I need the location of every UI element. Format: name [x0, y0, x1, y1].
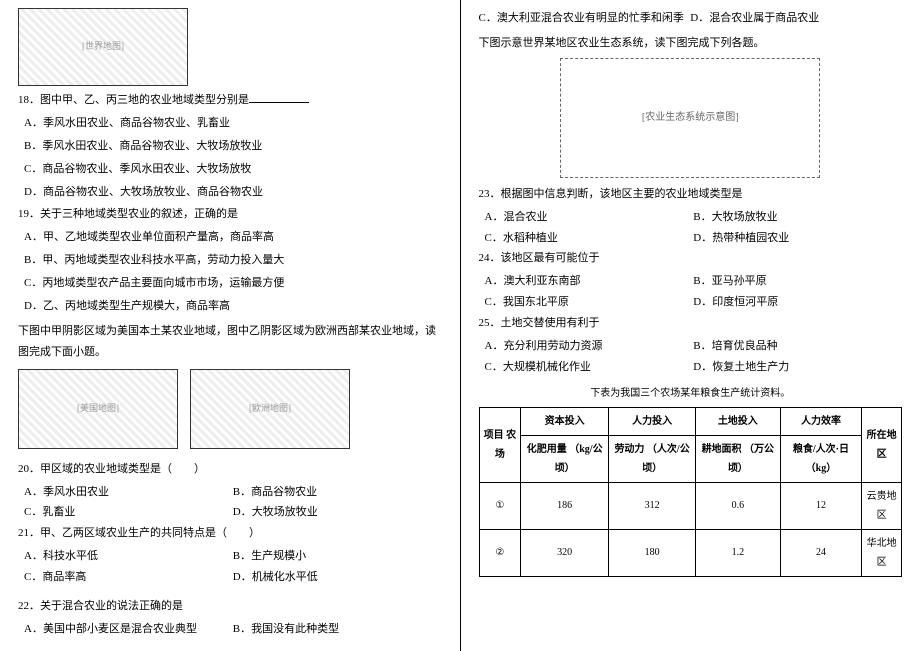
table-head-row2: 化肥用量 （kg/公顷） 劳动力 （人次/公顷） 耕地面积 （万公顷） 粮食/人… — [479, 435, 902, 482]
q24-b: B．亚马孙平原 — [693, 271, 902, 292]
q21-b: B．生产规模小 — [233, 546, 442, 567]
th-loc: 所在地区 — [862, 407, 902, 482]
q22-d: D．混合农业属于商品农业 — [690, 8, 902, 29]
r2c3: 180 — [609, 529, 696, 576]
table-head-row1: 项目 农场 资本投入 人力投入 土地投入 人力效率 所在地区 — [479, 407, 902, 435]
q18-stem: 18．图中甲、乙、丙三地的农业地域类型分别是 — [18, 90, 442, 111]
intro-ecosystem: 下图示意世界某地区农业生态系统，读下图完成下列各题。 — [479, 33, 903, 54]
r2c6: 华北地区 — [862, 529, 902, 576]
q24-d: D．印度恒河平原 — [693, 292, 902, 313]
q25-stem: 25．土地交替使用有利于 — [479, 313, 903, 334]
q20-c: C．乳畜业 — [24, 502, 233, 523]
th-area: 耕地面积 （万公顷） — [696, 435, 781, 482]
q19-a: A．甲、乙地域类型农业单位面积产量高，商品率高 — [18, 227, 442, 248]
r1c1: ① — [479, 482, 521, 529]
r1c3: 312 — [609, 482, 696, 529]
r2c4: 1.2 — [696, 529, 781, 576]
stats-table: 项目 农场 资本投入 人力投入 土地投入 人力效率 所在地区 化肥用量 （kg/… — [479, 407, 903, 577]
q24-c: C．我国东北平原 — [485, 292, 694, 313]
r1c6: 云贵地区 — [862, 482, 902, 529]
r2c1: ② — [479, 529, 521, 576]
q24-stem: 24．该地区最有可能位于 — [479, 248, 903, 269]
q22-stem: 22．关于混合农业的说法正确的是 — [18, 596, 442, 617]
table-row: ② 320 180 1.2 24 华北地区 — [479, 529, 902, 576]
q21-d: D．机械化水平低 — [233, 567, 442, 588]
q20-d: D．大牧场放牧业 — [233, 502, 442, 523]
eu-map-image: [欧洲地图] — [190, 369, 350, 449]
q23-d: D．热带种植园农业 — [693, 228, 902, 249]
q22-a: A．美国中部小麦区是混合农业典型 — [24, 619, 233, 640]
r2c5: 24 — [780, 529, 862, 576]
q20-b: B．商品谷物农业 — [233, 482, 442, 503]
q22-c: C．澳大利亚混合农业有明显的忙季和闲季 — [479, 8, 691, 29]
r1c2: 186 — [521, 482, 609, 529]
th-labu: 劳动力 （人次/公顷） — [609, 435, 696, 482]
q19-b: B．甲、丙地域类型农业科技水平高，劳动力投入量大 — [18, 250, 442, 271]
q23-b: B．大牧场放牧业 — [693, 207, 902, 228]
q19-d: D．乙、丙地域类型生产规模大，商品率高 — [18, 296, 442, 317]
q20-stem: 20．甲区域的农业地域类型是（ ） — [18, 459, 442, 480]
q18-text: 18．图中甲、乙、丙三地的农业地域类型分别是 — [18, 94, 249, 106]
q23-c: C．水稻种植业 — [485, 228, 694, 249]
th-labor: 人力投入 — [609, 407, 696, 435]
q18-d: D．商品谷物农业、大牧场放牧业、商品谷物农业 — [18, 182, 442, 203]
q21-stem: 21．甲、乙两区域农业生产的共同特点是（ ） — [18, 523, 442, 544]
q23-stem: 23．根据图中信息判断，该地区主要的农业地域类型是 — [479, 184, 903, 205]
r1c4: 0.6 — [696, 482, 781, 529]
us-map-image: [美国地图] — [18, 369, 178, 449]
th-fert: 化肥用量 （kg/公顷） — [521, 435, 609, 482]
map-row: [美国地图] [欧洲地图] — [18, 369, 442, 453]
th-land: 土地投入 — [696, 407, 781, 435]
th-eff: 人力效率 — [780, 407, 862, 435]
q19-c: C．丙地域类型农产品主要面向城市市场，运输最方便 — [18, 273, 442, 294]
q20-a: A．季风水田农业 — [24, 482, 233, 503]
q24-a: A．澳大利亚东南部 — [485, 271, 694, 292]
th-project: 项目 农场 — [479, 407, 521, 482]
table-title: 下表为我国三个农场某年粮食生产统计资料。 — [479, 384, 903, 403]
th-yield: 粮食/人次·日（kg） — [780, 435, 862, 482]
q18-c: C．商品谷物农业、季风水田农业、大牧场放牧 — [18, 159, 442, 180]
r1c5: 12 — [780, 482, 862, 529]
q18-a: A．季风水田农业、商品谷物农业、乳畜业 — [18, 113, 442, 134]
q25-d: D．恢复土地生产力 — [693, 357, 902, 378]
q18-blank — [249, 93, 309, 103]
q19-stem: 19．关于三种地域类型农业的叙述，正确的是 — [18, 204, 442, 225]
q25-a: A．充分利用劳动力资源 — [485, 336, 694, 357]
world-map-image: [世界地图] — [18, 8, 188, 86]
q25-b: B．培育优良品种 — [693, 336, 902, 357]
table-row: ① 186 312 0.6 12 云贵地区 — [479, 482, 902, 529]
q25-c: C．大规模机械化作业 — [485, 357, 694, 378]
q23-a: A．混合农业 — [485, 207, 694, 228]
r2c2: 320 — [521, 529, 609, 576]
q21-c: C．商品率高 — [24, 567, 233, 588]
th-cap: 资本投入 — [521, 407, 609, 435]
q21-a: A．科技水平低 — [24, 546, 233, 567]
q22-b: B．我国没有此种类型 — [233, 619, 442, 640]
q18-b: B．季风水田农业、商品谷物农业、大牧场放牧业 — [18, 136, 442, 157]
agri-diagram: [农业生态系统示意图] — [560, 58, 820, 178]
intro-us-eu: 下图中甲阴影区域为美国本土某农业地域，图中乙阴影区域为欧洲西部某农业地域，读图完… — [18, 321, 442, 363]
